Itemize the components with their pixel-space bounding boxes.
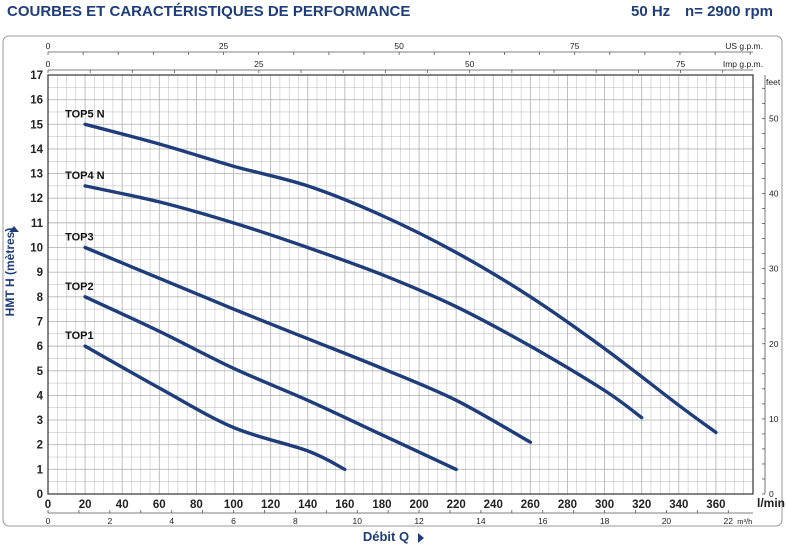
x-tick-label: 340 (669, 499, 688, 511)
feet-tick-label: 20 (769, 339, 779, 349)
series-line-top3 (83, 245, 533, 444)
x-tick-label: 200 (409, 499, 428, 511)
series-label-top3: TOP3 (65, 232, 94, 244)
m3h-tick-label: 22 (724, 516, 734, 526)
x-tick-label: 280 (558, 499, 577, 511)
x-tick-label: 120 (261, 499, 280, 511)
y-tick-label: 7 (37, 316, 43, 328)
m3h-unit-label: m³/h (737, 517, 752, 526)
us-gpm-tick-label: 25 (219, 41, 229, 51)
x-tick-label: 20 (79, 499, 92, 511)
series-line-top2 (83, 295, 458, 472)
imp-gpm-tick-label: 0 (46, 59, 51, 69)
y-tick-label: 16 (30, 95, 43, 107)
y-tick-label: 13 (30, 169, 43, 181)
series-label-top1: TOP1 (65, 330, 94, 342)
x-tick-label: 320 (632, 499, 651, 511)
x-axis-title: Débit Q (363, 529, 409, 544)
x-unit-label: l/min (757, 496, 785, 510)
m3h-tick-label: 4 (169, 516, 174, 526)
us-gpm-unit-label: US g.p.m. (725, 41, 763, 51)
x-tick-label: 40 (116, 499, 129, 511)
imp-gpm-tick-label: 25 (254, 59, 264, 69)
feet-tick-label: 30 (769, 264, 779, 274)
series-label-top4-n: TOP4 N (65, 170, 105, 182)
m3h-tick-label: 14 (476, 516, 486, 526)
imp-gpm-tick-label: 75 (676, 59, 686, 69)
imp-gpm-unit-label: Imp g.p.m. (723, 59, 763, 69)
series-line-top5-n (83, 122, 718, 435)
x-tick-label: 140 (298, 499, 317, 511)
chart-frame (2, 35, 783, 527)
y-axis-title: HMT H (mètres) (3, 228, 17, 317)
y-tick-label: 3 (37, 415, 43, 427)
m3h-tick-label: 20 (662, 516, 672, 526)
y-tick-label: 9 (37, 267, 43, 279)
x-tick-label: 100 (224, 499, 243, 511)
x-tick-label: 0 (45, 499, 51, 511)
y-tick-label: 11 (31, 218, 44, 230)
series-label-top5-n: TOP5 N (65, 108, 105, 120)
chart-labels: Débit Q HMT H (mètres) TOP1 TOP2 TOP3 TOP4 N T… (3, 108, 424, 544)
x-tick-label: 160 (335, 499, 354, 511)
x-tick-label: 80 (190, 499, 203, 511)
us-gpm-tick-label: 50 (394, 41, 404, 51)
y-tick-label: 17 (30, 70, 43, 82)
series-label-top2: TOP2 (65, 281, 94, 293)
m3h-tick-label: 6 (231, 516, 236, 526)
series-line-top1 (83, 344, 347, 472)
chart-title: COURBES ET CARACTÉRISTIQUES DE PERFORMAN… (7, 3, 411, 20)
m3h-tick-label: 16 (538, 516, 548, 526)
y-tick-label: 10 (30, 243, 43, 255)
us-gpm-tick-label: 0 (46, 41, 51, 51)
y-tick-label: 0 (37, 489, 43, 501)
x-axis-arrow-icon (418, 533, 424, 543)
y-tick-label: 1 (37, 464, 44, 476)
feet-tick-label: 10 (769, 414, 779, 424)
chart-grid (47, 74, 754, 495)
chart-series (83, 122, 718, 472)
y-tick-label: 8 (37, 292, 44, 304)
x-tick-label: 360 (706, 499, 725, 511)
y-tick-label: 4 (37, 390, 44, 402)
us-gpm-tick-label: 75 (570, 41, 580, 51)
y-tick-label: 14 (30, 144, 43, 156)
plot-border (47, 74, 754, 495)
x-tick-label: 260 (521, 499, 540, 511)
x-tick-label: 220 (447, 499, 466, 511)
imp-gpm-tick-label: 50 (465, 59, 475, 69)
m3h-tick-label: 0 (46, 516, 51, 526)
x-tick-label: 240 (484, 499, 503, 511)
feet-tick-label: 0 (769, 489, 774, 499)
frequency-label: 50 Hz (631, 3, 671, 20)
chart-axes: 0 20 40 60 80 100 120 140 160 180 200 220 240 260 280 3… (30, 41, 785, 526)
y-tick-label: 15 (30, 119, 43, 131)
x-tick-label: 180 (372, 499, 391, 511)
m3h-tick-label: 18 (600, 516, 610, 526)
y-tick-label: 6 (37, 341, 43, 353)
y-tick-label: 5 (37, 366, 44, 378)
outer-frame (2, 35, 783, 527)
x-tick-label: 60 (153, 499, 166, 511)
m3h-tick-label: 10 (352, 516, 362, 526)
speed-label: n= 2900 rpm (685, 3, 773, 20)
y-tick-label: 2 (37, 440, 43, 452)
y-tick-label: 12 (30, 193, 43, 205)
m3h-tick-label: 12 (414, 516, 424, 526)
y-axis-arrow-icon (9, 226, 19, 232)
x-tick-label: 300 (595, 499, 614, 511)
feet-unit-label: feet (766, 77, 781, 87)
m3h-tick-label: 8 (293, 516, 298, 526)
feet-tick-label: 40 (769, 189, 779, 199)
series-line-top4-n (83, 184, 644, 420)
feet-tick-label: 50 (769, 113, 779, 123)
m3h-tick-label: 2 (107, 516, 112, 526)
